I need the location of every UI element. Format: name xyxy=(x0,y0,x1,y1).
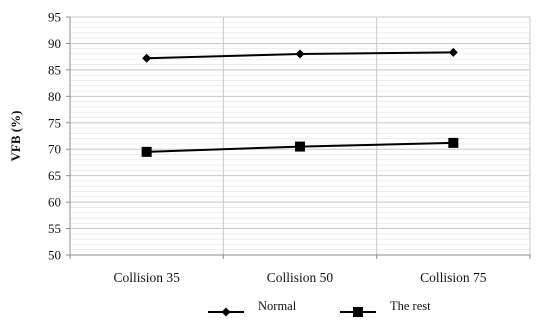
y-axis-title: VFB (%) xyxy=(8,111,23,162)
data-point-square xyxy=(141,146,152,157)
data-point-diamond xyxy=(142,53,152,63)
y-tick-label: 90 xyxy=(48,36,61,51)
grid xyxy=(70,16,531,256)
legend-label: Normal xyxy=(258,299,297,313)
y-tick-label: 60 xyxy=(48,195,61,210)
data-point-square xyxy=(448,137,459,148)
y-tick-label: 70 xyxy=(48,142,61,157)
legend: Normal The rest xyxy=(208,299,431,317)
legend-item: Normal xyxy=(208,299,297,317)
x-tick-label: Collision 75 xyxy=(420,270,487,285)
legend-item: The rest xyxy=(340,299,431,317)
legend-marker-diamond xyxy=(221,307,231,317)
y-tick-label: 80 xyxy=(48,89,61,104)
y-tick-label: 65 xyxy=(48,168,61,183)
data-point-square xyxy=(295,141,305,152)
legend-marker-square xyxy=(353,307,363,317)
x-tick-label: Collision 35 xyxy=(113,270,180,285)
y-tick-label: 85 xyxy=(48,62,61,77)
y-tick-label: 50 xyxy=(48,248,61,263)
data-point-diamond xyxy=(448,47,458,57)
series-group xyxy=(141,47,459,157)
x-tick-label: Collision 50 xyxy=(267,270,334,285)
series-normal xyxy=(142,47,458,63)
series-the-rest xyxy=(141,137,459,157)
axes: 50 55 60 65 70 75 80 85 90 95 Collision 35 Collisio… xyxy=(48,10,531,285)
y-tick-label: 95 xyxy=(48,10,61,25)
y-tick-label: 75 xyxy=(48,115,61,130)
legend-label: The rest xyxy=(390,299,431,313)
y-tick-label: 55 xyxy=(48,221,61,236)
data-point-diamond xyxy=(295,49,305,59)
